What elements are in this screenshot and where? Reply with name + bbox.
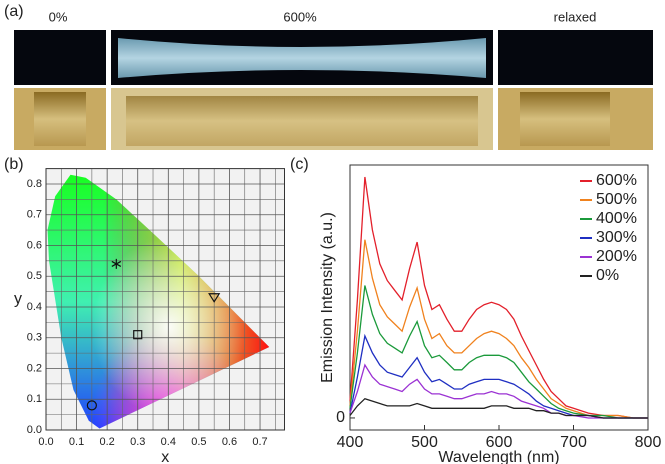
x-tick-label: 0.3 xyxy=(130,436,145,448)
x-tick-label: 0.0 xyxy=(38,436,53,448)
x-tick-label: 0.5 xyxy=(191,436,206,448)
x-tick-label: 400 xyxy=(337,434,364,451)
photos xyxy=(14,30,653,150)
y-tick-label: 0.2 xyxy=(27,362,42,374)
photo-caption: relaxed xyxy=(554,9,597,24)
x-tick-label: 700 xyxy=(560,434,587,451)
y-tick-label: 0.6 xyxy=(27,239,42,251)
y-axis-title: y xyxy=(14,291,22,308)
marker xyxy=(86,400,97,411)
panel-label: (b) xyxy=(4,156,24,173)
photo-caption: 600% xyxy=(283,9,317,24)
y-axis-title: Emission Intensity (a.u.) xyxy=(319,212,336,383)
x-tick-label: 0.4 xyxy=(161,436,176,448)
y-tick-label: 0.3 xyxy=(27,332,42,344)
legend-label: 0% xyxy=(596,267,619,284)
legend-label: 200% xyxy=(596,248,637,265)
legend-label: 600% xyxy=(596,172,637,189)
x-tick-label: 0.1 xyxy=(69,436,84,448)
spectrum-line xyxy=(349,333,648,419)
marker xyxy=(111,258,122,269)
panel-label: (c) xyxy=(290,156,309,173)
y-tick-label: 0 xyxy=(336,409,345,426)
spectrum-line xyxy=(349,239,648,419)
plot-frame xyxy=(45,168,285,431)
spectrum-line xyxy=(349,397,648,419)
legend-label: 300% xyxy=(596,229,637,246)
spectrum-line xyxy=(349,363,648,419)
y-tick-label: 0.4 xyxy=(27,301,42,313)
x-tick-label: 0.7 xyxy=(252,436,267,448)
y-tick-label: 0.8 xyxy=(27,178,42,190)
y-tick-label: 0.7 xyxy=(27,209,42,221)
legend-label: 500% xyxy=(596,191,637,208)
y-tick-label: 0.1 xyxy=(27,393,42,405)
photo-caption: 0% xyxy=(49,9,68,24)
y-tick-label: 0.5 xyxy=(27,270,42,282)
x-tick-label: 600 xyxy=(486,434,513,451)
y-tick-label: 0.0 xyxy=(27,424,42,436)
marker xyxy=(133,330,143,340)
legend-label: 400% xyxy=(596,210,637,227)
x-tick-label: 500 xyxy=(411,434,438,451)
x-axis-title: x xyxy=(161,449,169,464)
panel-label: (a) xyxy=(4,3,24,20)
x-tick-label: 0.2 xyxy=(100,436,115,448)
x-tick-label: 800 xyxy=(635,434,662,451)
spectrum-line xyxy=(349,285,648,419)
spectrum-line xyxy=(349,176,648,419)
x-axis-title: Wavelength (nm) xyxy=(438,449,559,464)
x-tick-label: 0.6 xyxy=(222,436,237,448)
chromaticity-locus xyxy=(47,174,270,429)
marker xyxy=(208,293,221,303)
